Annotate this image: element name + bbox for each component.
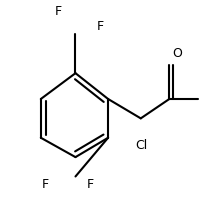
Text: F: F bbox=[55, 5, 62, 18]
Text: F: F bbox=[96, 20, 103, 33]
Text: F: F bbox=[41, 178, 48, 190]
Text: Cl: Cl bbox=[136, 139, 148, 152]
Text: O: O bbox=[173, 47, 182, 60]
Text: F: F bbox=[87, 178, 94, 190]
